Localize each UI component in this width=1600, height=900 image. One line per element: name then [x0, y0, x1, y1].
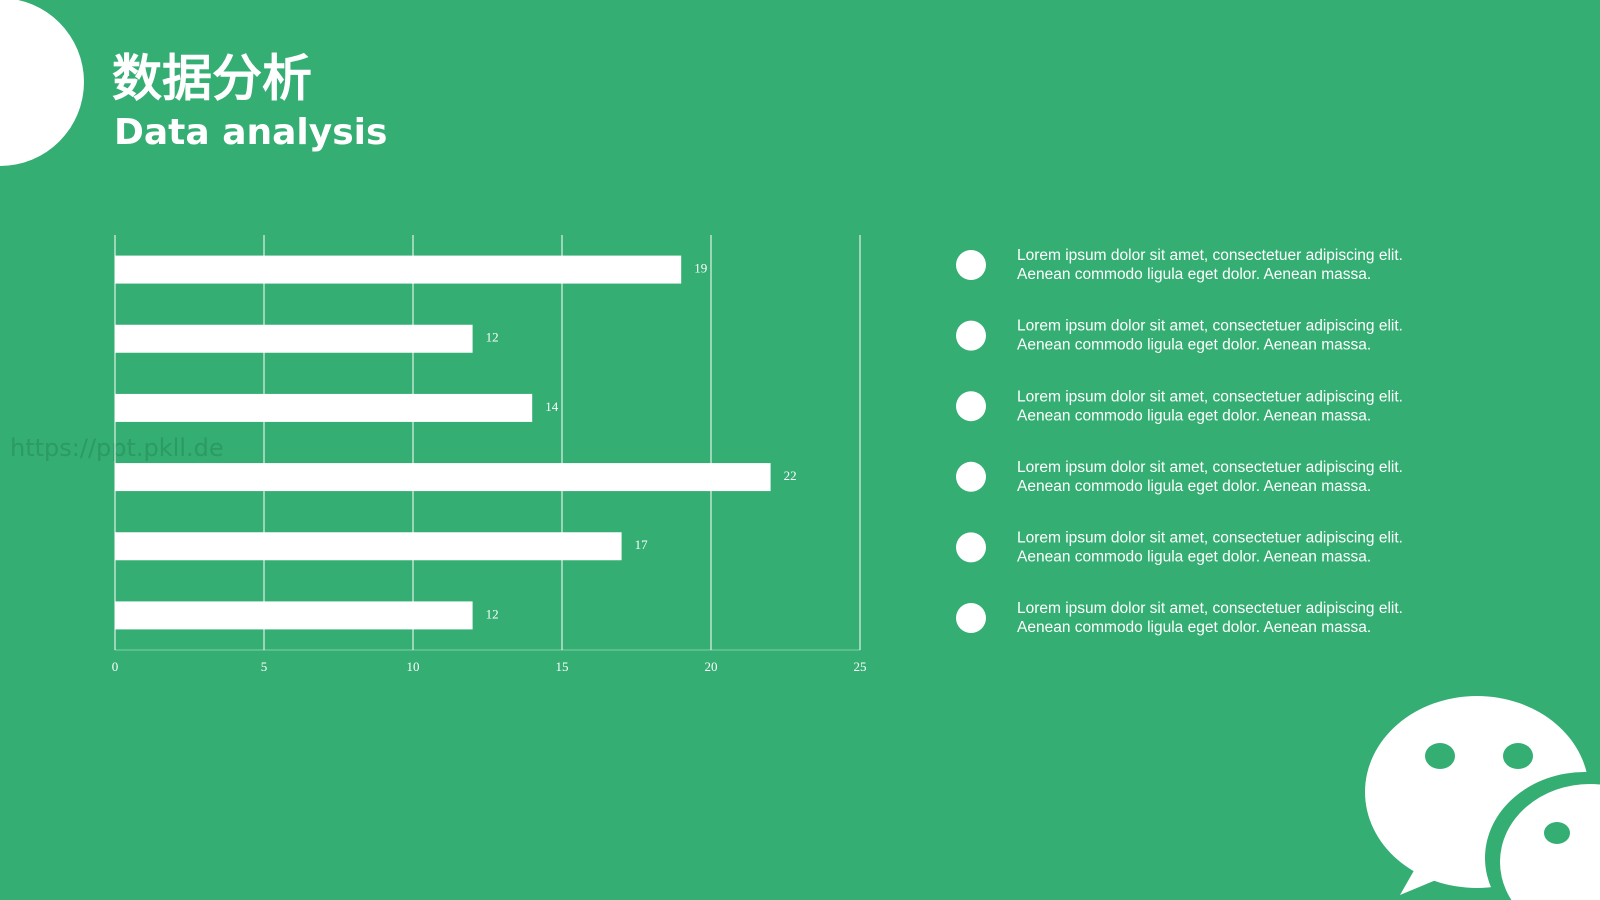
bar: [115, 463, 771, 492]
value-label: 19: [694, 261, 707, 276]
value-label: 14: [545, 399, 559, 414]
bar: [115, 532, 622, 561]
bullet-text: Lorem ipsum dolor sit amet, consectetuer…: [1017, 459, 1403, 476]
bullet-text: Lorem ipsum dolor sit amet, consectetuer…: [1017, 529, 1403, 546]
x-tick-label: 10: [407, 659, 420, 674]
bullet-text: Aenean commodo ligula eget dolor. Aenean…: [1017, 407, 1371, 424]
bullet-text: Aenean commodo ligula eget dolor. Aenean…: [1017, 266, 1371, 283]
wechat-logo: [1365, 696, 1600, 900]
x-tick-label: 0: [112, 659, 119, 674]
bullet-text: Aenean commodo ligula eget dolor. Aenean…: [1017, 619, 1371, 636]
bullet-text: Aenean commodo ligula eget dolor. Aenean…: [1017, 548, 1371, 565]
value-label: 12: [486, 606, 499, 621]
bullet-text: Lorem ipsum dolor sit amet, consectetuer…: [1017, 600, 1403, 617]
bar: [115, 255, 682, 284]
corner-circle: [0, 0, 84, 166]
value-label: 22: [784, 468, 797, 483]
title: 数据分析: [112, 50, 312, 108]
value-label: 12: [486, 330, 499, 345]
bullet-dot: [956, 603, 986, 633]
x-tick-label: 20: [705, 659, 718, 674]
bullet-text: Lorem ipsum dolor sit amet, consectetuer…: [1017, 388, 1403, 405]
bullet-text: Lorem ipsum dolor sit amet, consectetuer…: [1017, 247, 1403, 264]
bullet-text: Aenean commodo ligula eget dolor. Aenean…: [1017, 478, 1371, 495]
bullet-dot: [956, 391, 986, 422]
subtitle: Data analysis: [114, 112, 387, 153]
x-tick-label: 15: [556, 659, 569, 674]
bullet-dot: [956, 320, 986, 351]
bullet-text: Lorem ipsum dolor sit amet, consectetuer…: [1017, 318, 1403, 335]
bar: [115, 324, 473, 353]
x-tick-label: 25: [854, 659, 867, 674]
bullet-text: Aenean commodo ligula eget dolor. Aenean…: [1017, 337, 1371, 354]
watermark: https://ppt.pkll.de: [10, 434, 224, 462]
value-label: 17: [635, 537, 649, 552]
bullet-dot: [956, 532, 986, 563]
x-tick-label: 5: [261, 659, 268, 674]
bullet-dot: [956, 250, 986, 280]
bullet-dot: [956, 461, 986, 492]
bar: [115, 601, 473, 630]
bar: [115, 393, 533, 422]
